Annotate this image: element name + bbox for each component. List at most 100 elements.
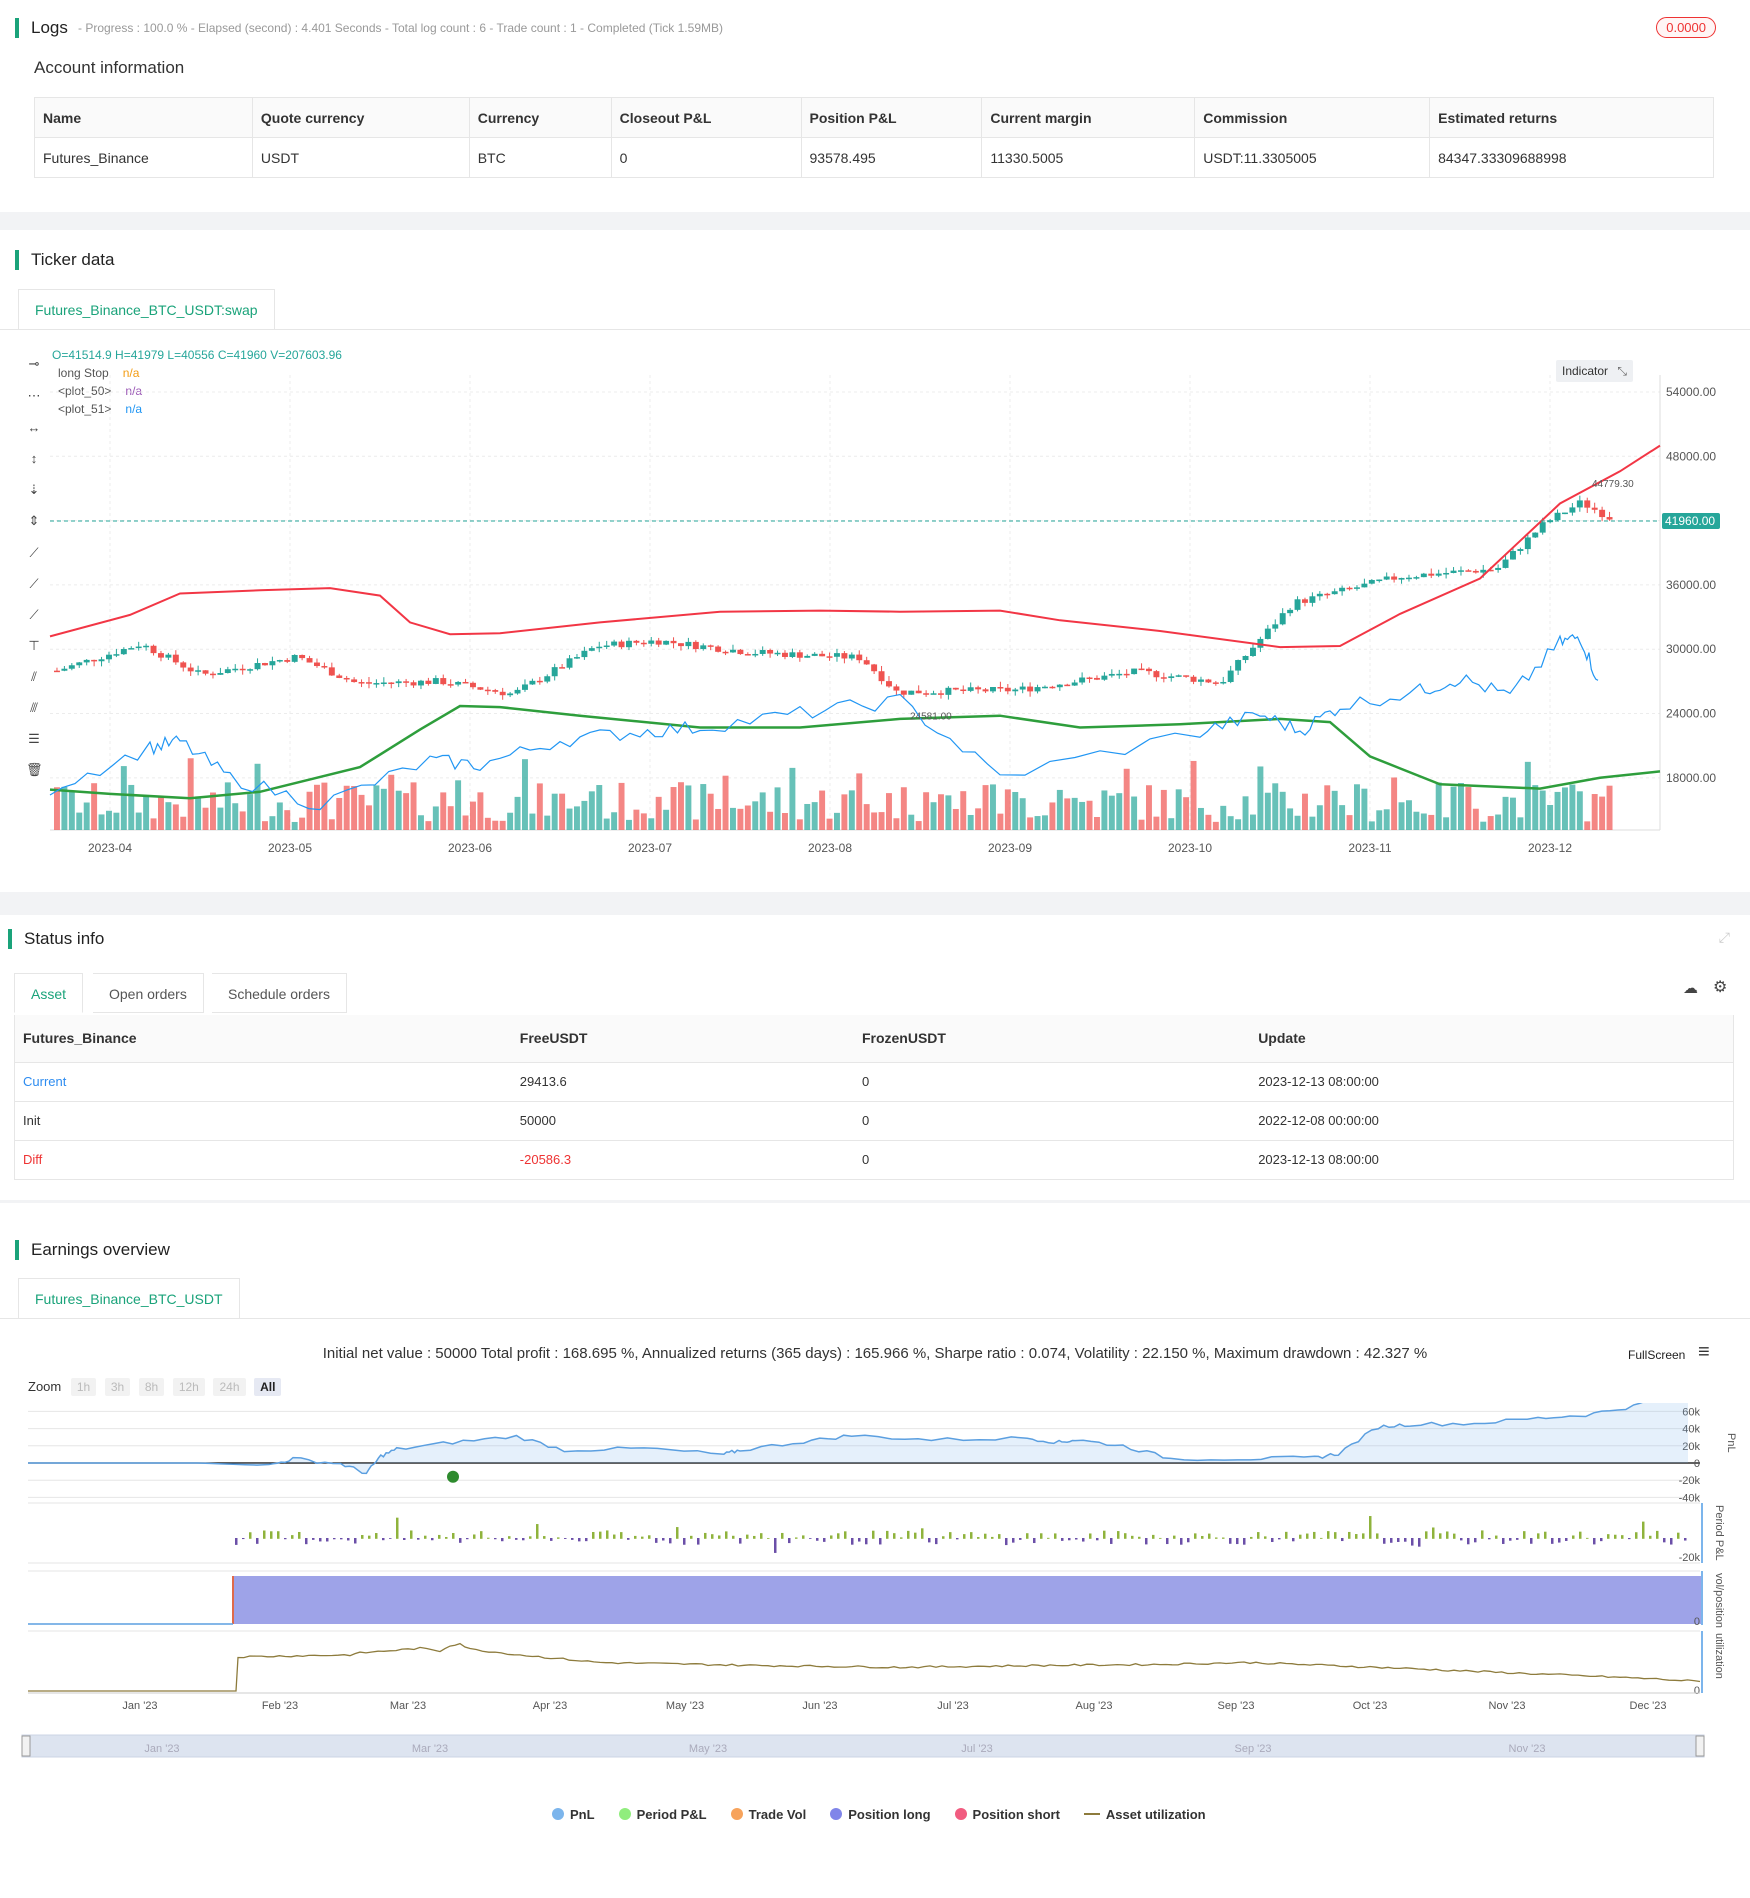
candle-body [863,660,870,665]
period-bar [1453,1533,1456,1539]
volume-bar [1257,766,1264,830]
period-bar [858,1538,861,1542]
x-tick-label: 2023-10 [1168,841,1212,855]
navigator-left-handle [21,1735,31,1757]
candle-body [1175,675,1182,677]
utilization-line [28,1642,1701,1692]
zoom-8h-button[interactable]: 8h [138,1378,165,1396]
period-bar [1019,1538,1022,1540]
asset-col-header: FrozenUSDT [853,1015,1251,1063]
zoom-12h-button[interactable]: 12h [172,1378,205,1396]
period-bar [452,1533,455,1539]
volume-bar [462,815,469,830]
candle-body [1309,596,1316,603]
tab-ticker-swap[interactable]: Futures_Binance_BTC_USDT:swap [18,289,275,330]
trend-line-icon[interactable]: ⟋ [29,545,39,560]
hamburger-menu-icon[interactable]: ≡ [1698,1341,1710,1363]
period-bar [1243,1538,1246,1545]
fib-channel-icon[interactable]: ⫻ [30,700,38,715]
volume-bar [314,784,320,830]
candle-body [1212,682,1219,684]
fib-retracement-icon[interactable]: ☰ [28,731,40,746]
parallel-channel-icon[interactable]: ⫽ [31,669,37,684]
tab-asset[interactable]: Asset [14,973,84,1013]
candle-body [432,678,439,684]
trash-icon[interactable]: 🗑 [26,762,43,777]
candle-body [522,684,528,690]
candle-body [1480,569,1487,573]
period-bar [669,1538,672,1544]
x-tick-label: 2023-11 [1348,841,1391,855]
tab-earnings-symbol[interactable]: Futures_Binance_BTC_USDT [18,1278,240,1319]
period-bar [1488,1538,1491,1540]
volume-bar [774,787,781,830]
legend-item[interactable]: Trade Vol [730,1807,806,1822]
candle-body [447,684,454,686]
candle-body [343,677,350,680]
period-bar [760,1533,763,1539]
tab-schedule-orders[interactable]: Schedule orders [212,973,347,1013]
period-bar [977,1537,980,1539]
price-label-icon[interactable]: ⊤ [28,638,40,653]
volume-bar [1398,802,1405,830]
cloud-download-icon[interactable]: ☁ [1683,980,1698,997]
zoom-24h-button[interactable]: 24h [213,1378,246,1396]
legend-item[interactable]: PnL [552,1807,595,1822]
navigator-month-label: May '23 [689,1743,727,1755]
candle-body [91,659,98,662]
legend-item[interactable]: Position short [954,1807,1060,1822]
vertical-line-icon[interactable]: ↕ [30,451,38,466]
candle-body [1487,569,1494,572]
extended-line-icon[interactable]: ↔ [27,420,41,435]
legend-item[interactable]: Period P&L [618,1807,707,1822]
period-bar [396,1517,399,1539]
period-bar [690,1535,693,1539]
account-col-header: Currency [468,97,612,138]
zoom-3h-button[interactable]: 3h [104,1378,131,1396]
volume-bar [98,814,105,830]
candle-body [804,655,811,658]
candle-body [1138,668,1145,671]
account-col-header: Current margin [981,97,1196,138]
volume-bar [1569,784,1576,830]
month-tick-label: Oct '23 [1353,1700,1388,1712]
candle-body [1354,587,1360,589]
period-bar [1131,1535,1134,1539]
asset-cell: 0 [853,1101,1251,1141]
candle-body [484,689,491,692]
vertical-segment-icon[interactable]: ⇣ [28,482,40,497]
period-bar [886,1530,889,1539]
period-bar [1054,1533,1057,1539]
ray-line-icon[interactable]: ⟋ [29,576,39,591]
candle-body [492,690,499,692]
legend-item[interactable]: Asset utilization [1083,1807,1206,1822]
period-bar [1026,1533,1029,1539]
candle-body [1049,686,1056,689]
horizontal-line-icon[interactable]: ⊸ [28,356,40,371]
indicator-button[interactable]: Indicator ⤡ [1556,360,1633,382]
period-bar [564,1538,567,1539]
fullscreen-button[interactable]: FullScreen [1628,1348,1685,1362]
volume-bar [1539,790,1546,830]
segment-icon[interactable]: ⟋ [29,607,39,622]
volume-bar [1443,817,1450,830]
horizontal-ray-icon[interactable]: ⋯ [27,388,41,403]
period-bar [1033,1538,1036,1544]
gear-icon[interactable]: ⚙ [1713,979,1728,996]
account-info-title: Account information [34,58,185,77]
vertical-arrow-icon[interactable]: ⇕ [28,513,40,528]
volume-bar [626,819,632,830]
candle-body [826,656,833,658]
volume-bar [730,807,736,830]
volume-bar [306,791,313,830]
legend-item[interactable]: Position long [830,1807,931,1822]
period-bar [774,1538,777,1553]
tab-open-orders[interactable]: Open orders [93,973,204,1013]
expand-icon[interactable]: ⤢ [1718,929,1730,945]
period-bar [1642,1521,1645,1539]
zoom-1h-button[interactable]: 1h [70,1378,97,1396]
volume-bar [655,796,662,830]
volume-bar [1034,816,1041,830]
candle-body [135,646,142,649]
zoom-all-button[interactable]: All [254,1378,282,1396]
